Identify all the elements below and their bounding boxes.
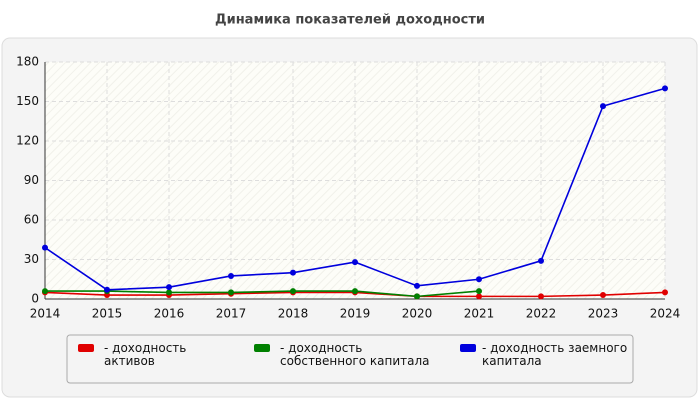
point (538, 293, 544, 300)
point (662, 85, 668, 92)
point (476, 293, 482, 300)
point (290, 269, 296, 276)
y-tick-label: 60 (24, 213, 39, 227)
series-line (45, 290, 480, 298)
x-tick-label: 2015 (92, 307, 123, 321)
x-tick-label: 2022 (526, 307, 557, 321)
point (600, 103, 606, 110)
x-tick-label: 2018 (278, 307, 309, 321)
legend-swatch (254, 344, 270, 352)
point (166, 284, 172, 291)
point (476, 276, 482, 283)
legend-box (66, 334, 634, 384)
x-tick-label: 2017 (216, 307, 247, 321)
y-tick-label: 150 (16, 94, 39, 108)
y-tick-label: 30 (24, 252, 39, 266)
y-tick-label: 120 (16, 134, 39, 148)
point (166, 289, 172, 296)
legend-label: - доходность собственного капитала (280, 341, 430, 368)
point (42, 288, 48, 295)
point (104, 286, 110, 293)
point (42, 244, 48, 251)
point (476, 288, 482, 295)
point (352, 288, 358, 295)
x-tick-label: 2016 (154, 307, 185, 321)
point (228, 289, 234, 296)
y-tick-label: 0 (31, 292, 39, 306)
point (414, 293, 420, 300)
x-tick-label: 2023 (588, 307, 619, 321)
point (352, 259, 358, 266)
x-tick-label: 2024 (650, 307, 681, 321)
legend-swatch (460, 344, 476, 352)
point (538, 257, 544, 264)
x-tick-label: 2019 (340, 307, 371, 321)
legend-label: - доходность заемного капитала (482, 341, 628, 368)
legend-swatch (78, 344, 94, 352)
x-tick-label: 2021 (464, 307, 495, 321)
point (228, 272, 234, 279)
point (414, 282, 420, 289)
y-tick-label: 90 (24, 173, 39, 187)
chart-title: Динамика показателей доходности (215, 13, 485, 28)
point (600, 292, 606, 299)
point (662, 289, 668, 296)
point (290, 288, 296, 295)
x-tick-label: 2014 (30, 307, 61, 321)
legend-label: - доходность активов (104, 341, 187, 368)
x-tick-label: 2020 (402, 307, 433, 321)
y-tick-label: 180 (16, 55, 39, 69)
